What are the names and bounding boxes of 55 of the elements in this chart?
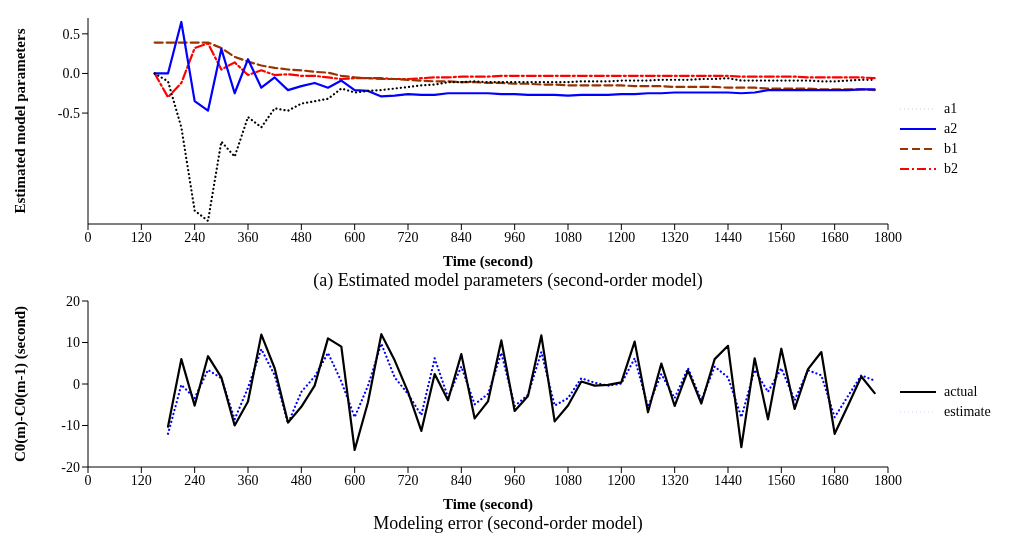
x-tick-label: 360 — [237, 229, 259, 245]
x-tick-label: 600 — [344, 229, 366, 245]
legend-label: estimate — [944, 404, 991, 420]
y-tick-label: 10 — [66, 335, 80, 351]
x-tick-label: 1560 — [767, 229, 796, 245]
line-series — [153, 20, 876, 112]
x-tick-label: 240 — [184, 229, 206, 245]
x-tick-label: 840 — [450, 472, 472, 488]
text: (a) Estimated model parameters (second-order model) — [312, 270, 704, 291]
x-tick-label: 960 — [504, 472, 526, 488]
x-tick-label: 120 — [130, 229, 152, 245]
x-tick-label: 1800 — [874, 472, 902, 488]
x-tick-label: 1080 — [554, 229, 582, 245]
y-tick-label: -20 — [61, 459, 80, 475]
legend-label: a1 — [944, 101, 958, 117]
x-tick-label: 960 — [504, 229, 526, 245]
y-tick-label: 0.5 — [62, 26, 80, 42]
y-tick-label: 0 — [73, 376, 80, 392]
x-tick-label: 0 — [84, 472, 92, 488]
legend-label: a2 — [944, 121, 958, 137]
x-axis-title: Time (second) — [442, 253, 534, 270]
text: Modeling error (second-order model) — [372, 513, 644, 534]
y-axis-title: Estimated model parameters — [12, 28, 29, 214]
x-tick-label: 1320 — [660, 229, 689, 245]
x-tick-label: 720 — [397, 472, 419, 488]
x-tick-label: 240 — [184, 472, 206, 488]
y-axis-title: C0(m)-C0(m-1) (second) — [12, 305, 30, 463]
x-tick-label: 1680 — [820, 472, 849, 488]
y-tick-label: -0.5 — [57, 106, 80, 122]
legend-label: actual — [944, 384, 978, 400]
x-tick-label: 1560 — [767, 472, 796, 488]
x-tick-label: 1440 — [714, 229, 742, 245]
y-tick-label: 0.0 — [62, 66, 80, 82]
x-tick-label: 1440 — [714, 472, 742, 488]
y-tick-label: 20 — [66, 293, 80, 309]
legend-label: b1 — [944, 141, 958, 157]
x-tick-label: 1800 — [874, 229, 902, 245]
x-tick-label: 480 — [290, 229, 312, 245]
x-tick-label: 480 — [290, 472, 312, 488]
x-axis-title: Time (second) — [442, 496, 534, 513]
legend-label: b2 — [944, 161, 958, 177]
x-tick-label: 120 — [130, 472, 152, 488]
line-series — [166, 342, 876, 435]
x-tick-label: 1200 — [607, 229, 636, 245]
x-tick-label: 1200 — [607, 472, 636, 488]
y-tick-label: -10 — [61, 418, 80, 434]
x-tick-label: 1680 — [820, 229, 849, 245]
x-tick-label: 1320 — [660, 472, 689, 488]
x-tick-label: 360 — [237, 472, 259, 488]
x-tick-label: 1080 — [554, 472, 582, 488]
x-tick-label: 720 — [397, 229, 419, 245]
x-tick-label: 840 — [450, 229, 472, 245]
line-series — [166, 333, 876, 452]
x-tick-label: 600 — [344, 472, 366, 488]
x-tick-label: 0 — [84, 229, 92, 245]
